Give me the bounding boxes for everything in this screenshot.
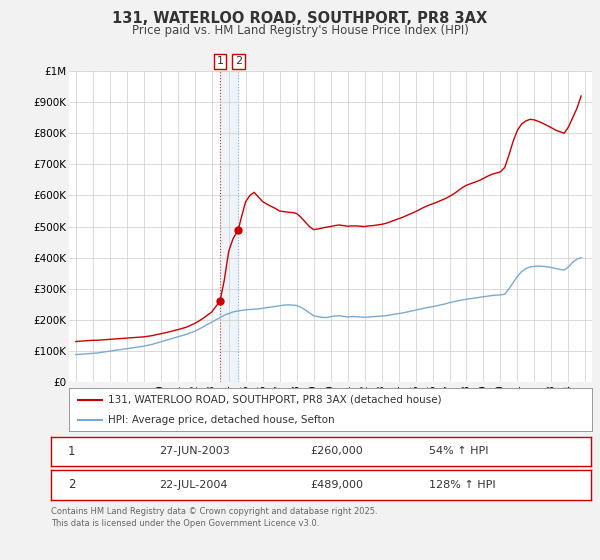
Text: 1: 1 bbox=[217, 57, 224, 67]
Text: 54% ↑ HPI: 54% ↑ HPI bbox=[429, 446, 488, 456]
Text: 2: 2 bbox=[68, 478, 75, 492]
Text: £260,000: £260,000 bbox=[310, 446, 363, 456]
Text: Contains HM Land Registry data © Crown copyright and database right 2025.
This d: Contains HM Land Registry data © Crown c… bbox=[51, 507, 377, 528]
Text: 27-JUN-2003: 27-JUN-2003 bbox=[159, 446, 230, 456]
Text: Price paid vs. HM Land Registry's House Price Index (HPI): Price paid vs. HM Land Registry's House … bbox=[131, 24, 469, 37]
Text: 131, WATERLOO ROAD, SOUTHPORT, PR8 3AX: 131, WATERLOO ROAD, SOUTHPORT, PR8 3AX bbox=[112, 11, 488, 26]
Text: 1: 1 bbox=[68, 445, 75, 458]
Text: 2: 2 bbox=[235, 57, 242, 67]
Text: 22-JUL-2004: 22-JUL-2004 bbox=[159, 480, 227, 490]
Text: 131, WATERLOO ROAD, SOUTHPORT, PR8 3AX (detached house): 131, WATERLOO ROAD, SOUTHPORT, PR8 3AX (… bbox=[108, 395, 442, 405]
Text: HPI: Average price, detached house, Sefton: HPI: Average price, detached house, Seft… bbox=[108, 415, 335, 425]
Text: £489,000: £489,000 bbox=[310, 480, 363, 490]
Bar bbox=[220, 71, 238, 382]
Text: 128% ↑ HPI: 128% ↑ HPI bbox=[429, 480, 496, 490]
